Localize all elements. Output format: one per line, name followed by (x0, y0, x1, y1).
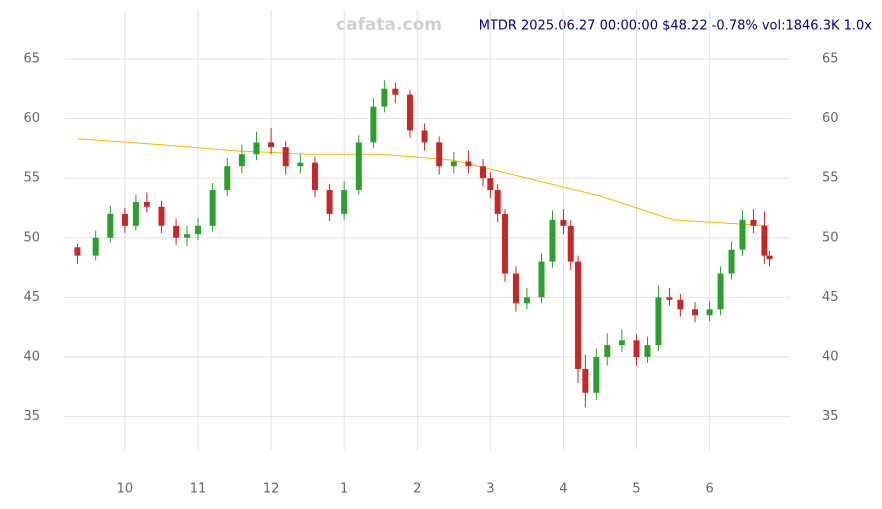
candle-body (706, 309, 713, 316)
x-tick-label: 10 (117, 482, 134, 497)
candle-body (370, 106, 377, 143)
candle-body (450, 161, 457, 167)
candle-body (666, 297, 673, 300)
candle-body (282, 147, 289, 167)
candle-body (392, 88, 399, 95)
x-tick-label: 11 (190, 482, 207, 497)
candle-body (480, 166, 487, 179)
candle-body (143, 201, 150, 207)
x-tick-label: 3 (486, 482, 494, 497)
candle-body (297, 162, 304, 167)
candle-body (92, 237, 99, 256)
candle-body (195, 225, 202, 235)
candle-body (618, 340, 625, 346)
x-tick-label: 6 (705, 482, 713, 497)
candle-body (728, 249, 735, 274)
candle-body (465, 161, 472, 167)
chart-title: MTDR 2025.06.27 00:00:00 $48.22 -0.78% v… (479, 19, 873, 34)
candle-body (238, 154, 245, 167)
x-tick-label: 12 (263, 482, 280, 497)
candle-body (421, 130, 428, 143)
y-tick-label-right: 40 (822, 349, 839, 364)
x-tick-label: 5 (632, 482, 640, 497)
y-tick-label-right: 35 (822, 409, 839, 424)
candle-body (750, 219, 757, 226)
candle-body (173, 225, 180, 238)
candle-body (381, 88, 388, 107)
candle-body (107, 213, 114, 238)
candle-body (655, 297, 662, 346)
candle-body (582, 368, 589, 393)
candle-body (538, 261, 545, 298)
y-tick-label: 55 (23, 171, 40, 186)
y-tick-label: 45 (23, 290, 40, 305)
y-tick-label: 35 (23, 409, 40, 424)
candle-body (132, 201, 139, 226)
candle-body (326, 190, 333, 214)
candle-body (766, 255, 773, 260)
y-tick-label-right: 55 (822, 171, 839, 186)
candle-body (158, 206, 165, 226)
y-tick-label-right: 60 (822, 111, 839, 126)
candle-body (691, 309, 698, 316)
candle-body (355, 142, 362, 191)
candle-body (739, 219, 746, 250)
y-tick-label-right: 65 (822, 51, 839, 66)
candle-body (549, 219, 556, 262)
candle-body (677, 299, 684, 310)
candle-body (341, 190, 348, 214)
candle-body (487, 178, 494, 191)
watermark: cafata.com (336, 15, 442, 35)
candle-body (311, 162, 318, 191)
candle-body (560, 219, 567, 226)
candle-body (717, 273, 724, 310)
candle-body (567, 225, 574, 262)
candle-body (575, 261, 582, 369)
candle-body (593, 356, 600, 393)
candle-body (224, 166, 231, 191)
candle-body (184, 234, 191, 238)
candle-body (644, 345, 651, 357)
moving-average (77, 138, 770, 227)
candle-body (512, 273, 519, 304)
candle-body (268, 142, 275, 148)
y-tick-label-right: 50 (822, 230, 839, 245)
y-tick-label: 65 (23, 51, 40, 66)
candle-body (406, 94, 413, 131)
candle-body (633, 340, 640, 357)
candle-body (209, 190, 216, 226)
candle-body (761, 225, 768, 256)
y-tick-label-right: 45 (822, 290, 839, 305)
x-tick-label: 1 (340, 482, 348, 497)
candle-body (74, 247, 81, 256)
x-tick-label: 4 (559, 482, 567, 497)
candle-body (604, 345, 611, 357)
candle-body (494, 190, 501, 214)
y-tick-label: 40 (23, 349, 40, 364)
candle-body (253, 142, 260, 155)
candle-body (436, 142, 443, 167)
y-tick-label: 50 (23, 230, 40, 245)
candle-body (523, 297, 530, 304)
candle-body (121, 213, 128, 226)
y-tick-label: 60 (23, 111, 40, 126)
candle-body (501, 213, 508, 274)
x-tick-label: 2 (413, 482, 421, 497)
